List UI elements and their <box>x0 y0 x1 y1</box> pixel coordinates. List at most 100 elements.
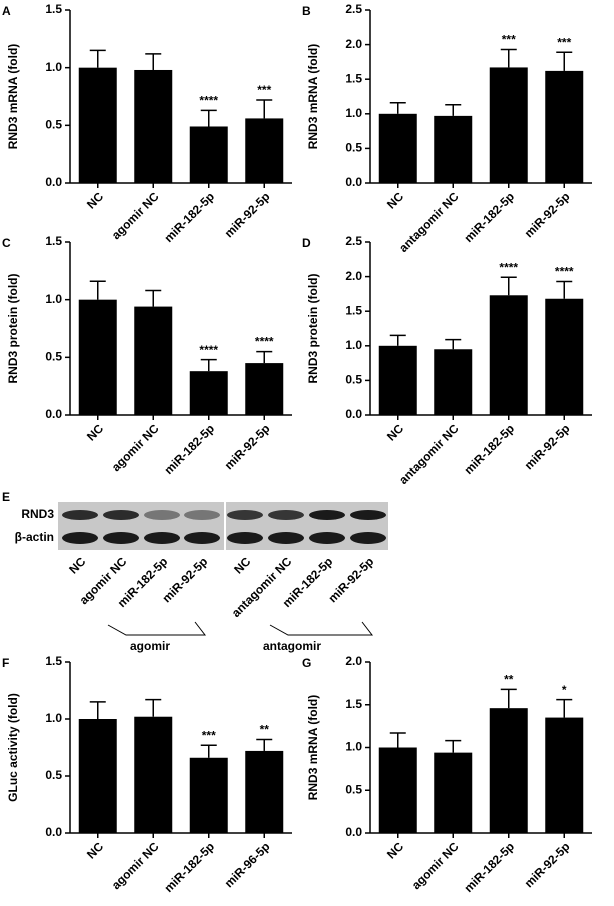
x-tick-label: agomir NC <box>409 839 462 892</box>
bar <box>189 371 228 415</box>
y-tick-label: 1.5 <box>45 2 62 16</box>
blot-band <box>184 510 220 520</box>
x-tick-label: miR-182-5p <box>461 839 517 895</box>
y-axis-label: RND3 mRNA (fold) <box>6 44 20 150</box>
significance: ** <box>260 723 270 737</box>
y-tick-label: 1.5 <box>345 71 362 85</box>
bar <box>545 717 584 833</box>
y-tick-label: 1.0 <box>45 292 62 306</box>
y-tick-label: 0.5 <box>345 782 362 796</box>
x-tick-label: miR-92-5p <box>222 421 273 472</box>
y-tick-label: 0.0 <box>45 407 62 421</box>
significance: **** <box>499 260 518 274</box>
bar <box>78 299 117 415</box>
significance: *** <box>257 83 271 97</box>
bar <box>378 345 417 415</box>
group-bracket <box>269 621 374 636</box>
y-tick-label: 1.5 <box>345 303 362 317</box>
panel-letter: C <box>2 236 11 250</box>
bar <box>489 295 528 415</box>
group-label: antagomir <box>263 639 321 653</box>
significance: *** <box>502 33 516 47</box>
blot-band <box>184 532 220 544</box>
bar <box>245 118 284 183</box>
blot-row-label: β-actin <box>15 530 54 544</box>
x-tick-label: miR-92-5p <box>522 421 573 472</box>
x-tick-label: NC <box>84 839 106 861</box>
x-tick-label: antagomir NC <box>396 189 462 255</box>
significance: *** <box>557 35 571 49</box>
panel-letter: G <box>302 656 311 670</box>
lane-label: NC <box>66 554 88 576</box>
y-tick-label: 0.5 <box>345 141 362 155</box>
bar <box>378 113 417 183</box>
bar <box>78 67 117 183</box>
y-tick-label: 0.5 <box>45 768 62 782</box>
x-tick-label: miR-182-5p <box>461 421 517 477</box>
y-tick-label: 2.0 <box>345 269 362 283</box>
blot-row-label: RND3 <box>21 507 54 521</box>
bar <box>134 69 173 183</box>
group-label: agomir <box>130 639 170 653</box>
blot-background <box>58 502 388 550</box>
panel-letter: A <box>2 4 11 18</box>
x-tick-label: NC <box>84 189 106 211</box>
bar <box>545 70 584 183</box>
y-axis-label: RND3 mRNA (fold) <box>306 44 320 150</box>
bar <box>78 719 117 833</box>
significance: * <box>562 683 567 697</box>
bar <box>245 363 284 415</box>
significance: **** <box>555 265 574 279</box>
blot-band <box>227 510 263 520</box>
bar <box>545 298 584 415</box>
panel-letter: F <box>2 656 9 670</box>
x-tick-label: miR-182-5p <box>161 421 217 477</box>
y-tick-label: 0.0 <box>345 825 362 839</box>
y-tick-label: 1.5 <box>45 654 62 668</box>
blot-band <box>268 532 304 544</box>
y-axis-label: RND3 protein (fold) <box>306 274 320 384</box>
significance: *** <box>202 728 216 742</box>
panel-letter: B <box>302 4 311 18</box>
blot-band <box>350 510 386 520</box>
x-tick-label: NC <box>384 189 406 211</box>
x-tick-label: miR-92-5p <box>522 839 573 890</box>
significance: **** <box>199 94 218 108</box>
lane-label: NC <box>231 554 253 576</box>
blot-band <box>268 510 304 520</box>
bar <box>189 126 228 183</box>
bar <box>245 750 284 833</box>
y-tick-label: 1.0 <box>45 60 62 74</box>
y-tick-label: 1.5 <box>45 234 62 248</box>
y-tick-label: 1.0 <box>345 106 362 120</box>
y-tick-label: 2.0 <box>345 37 362 51</box>
bar <box>189 757 228 833</box>
panel-letter: E <box>2 490 10 504</box>
x-tick-label: antagomir NC <box>396 421 462 487</box>
y-tick-label: 2.5 <box>345 2 362 16</box>
y-tick-label: 0.0 <box>345 407 362 421</box>
y-tick-label: 1.0 <box>345 740 362 754</box>
x-tick-label: NC <box>84 421 106 443</box>
bar <box>489 708 528 833</box>
blot-band <box>309 532 345 544</box>
blot-band <box>103 532 139 544</box>
panel-letter: D <box>302 236 311 250</box>
x-tick-label: agomir NC <box>109 839 162 892</box>
bar <box>489 67 528 183</box>
x-tick-label: agomir NC <box>109 421 162 474</box>
y-tick-label: 1.0 <box>345 338 362 352</box>
group-bracket <box>107 621 207 636</box>
x-tick-label: NC <box>384 421 406 443</box>
blot-band <box>62 510 98 520</box>
bar <box>378 747 417 833</box>
x-tick-label: miR-182-5p <box>461 189 517 245</box>
significance: **** <box>255 335 274 349</box>
y-tick-label: 0.0 <box>45 175 62 189</box>
blot-band <box>227 532 263 544</box>
y-tick-label: 1.0 <box>45 711 62 725</box>
blot-band <box>62 532 98 544</box>
x-tick-label: miR-96-5p <box>222 839 273 890</box>
bar <box>134 716 173 833</box>
y-tick-label: 2.5 <box>345 234 362 248</box>
